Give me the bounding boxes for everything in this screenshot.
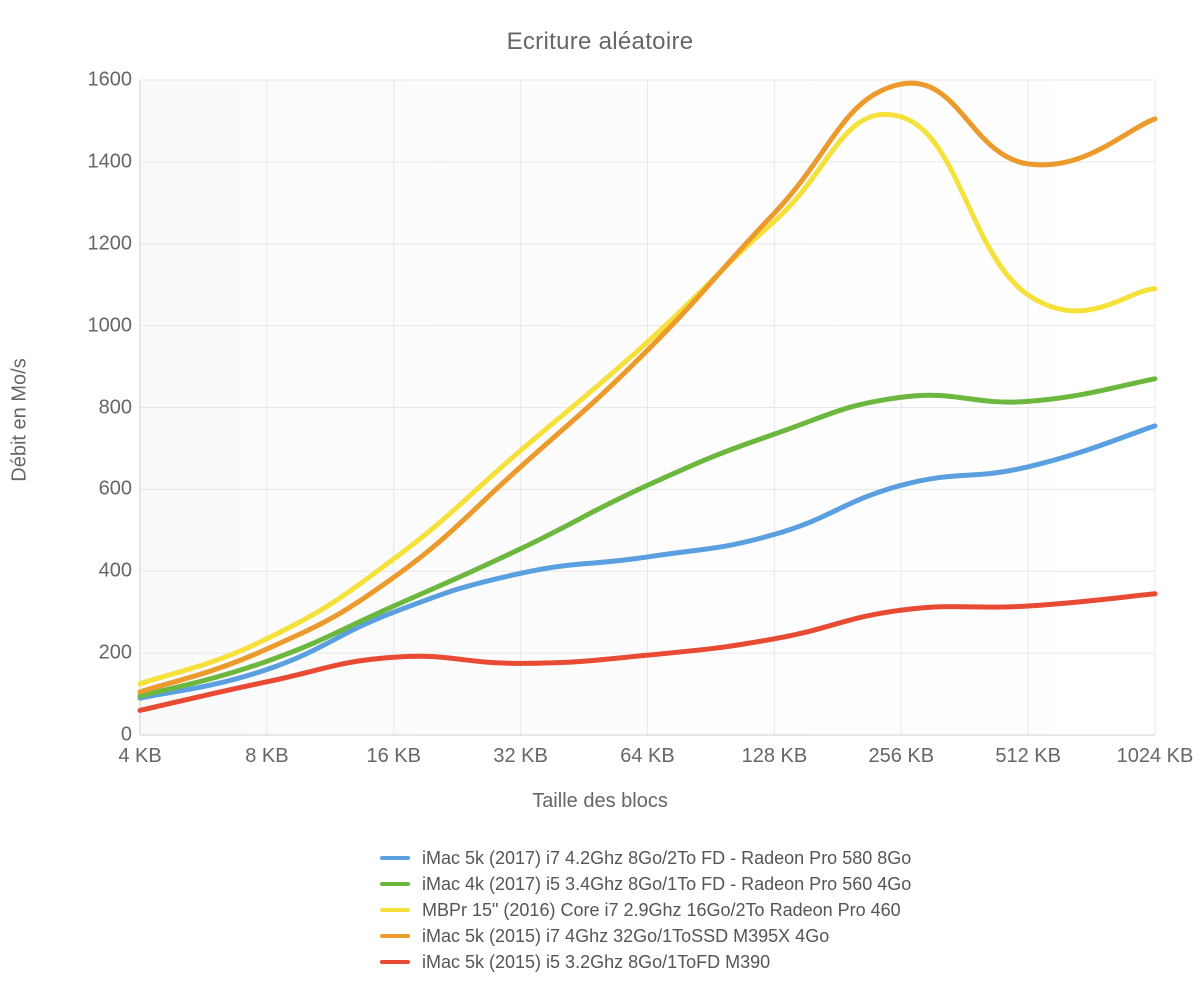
legend-swatch <box>380 934 410 938</box>
x-tick-label: 16 KB <box>367 745 421 768</box>
y-axis-label: Débit en Mo/s <box>9 358 32 481</box>
plot-svg <box>140 80 1155 735</box>
legend-label: iMac 5k (2015) i7 4Ghz 32Go/1ToSSD M395X… <box>422 926 829 947</box>
legend-label: MBPr 15" (2016) Core i7 2.9Ghz 16Go/2To … <box>422 900 901 921</box>
y-tick-label: 1000 <box>72 314 132 337</box>
legend-swatch <box>380 908 410 912</box>
legend: iMac 5k (2017) i7 4.2Ghz 8Go/2To FD - Ra… <box>380 845 911 975</box>
x-tick-label: 64 KB <box>620 745 674 768</box>
x-tick-label: 512 KB <box>995 745 1061 768</box>
legend-item: iMac 5k (2017) i7 4.2Ghz 8Go/2To FD - Ra… <box>380 845 911 871</box>
chart-container: Ecriture aléatoire Débit en Mo/s Taille … <box>0 0 1200 984</box>
y-tick-label: 1400 <box>72 150 132 173</box>
x-tick-label: 1024 KB <box>1117 745 1194 768</box>
legend-label: iMac 4k (2017) i5 3.4Ghz 8Go/1To FD - Ra… <box>422 874 911 895</box>
legend-item: iMac 5k (2015) i5 3.2Ghz 8Go/1ToFD M390 <box>380 949 911 975</box>
legend-label: iMac 5k (2017) i7 4.2Ghz 8Go/2To FD - Ra… <box>422 848 911 869</box>
plot-area <box>140 80 1155 735</box>
x-tick-label: 128 KB <box>742 745 808 768</box>
y-tick-label: 0 <box>72 724 132 747</box>
y-tick-label: 800 <box>72 396 132 419</box>
x-tick-label: 8 KB <box>245 745 288 768</box>
x-tick-label: 4 KB <box>118 745 161 768</box>
x-tick-label: 256 KB <box>868 745 934 768</box>
legend-label: iMac 5k (2015) i5 3.2Ghz 8Go/1ToFD M390 <box>422 952 770 973</box>
legend-swatch <box>380 856 410 860</box>
legend-item: iMac 4k (2017) i5 3.4Ghz 8Go/1To FD - Ra… <box>380 871 911 897</box>
legend-swatch <box>380 882 410 886</box>
y-tick-label: 400 <box>72 560 132 583</box>
y-tick-label: 1200 <box>72 232 132 255</box>
legend-swatch <box>380 960 410 964</box>
chart-title: Ecriture aléatoire <box>0 28 1200 56</box>
x-axis-label: Taille des blocs <box>0 790 1200 813</box>
legend-item: iMac 5k (2015) i7 4Ghz 32Go/1ToSSD M395X… <box>380 923 911 949</box>
y-tick-label: 200 <box>72 642 132 665</box>
y-tick-label: 1600 <box>72 69 132 92</box>
legend-item: MBPr 15" (2016) Core i7 2.9Ghz 16Go/2To … <box>380 897 911 923</box>
x-tick-label: 32 KB <box>493 745 547 768</box>
y-tick-label: 600 <box>72 478 132 501</box>
